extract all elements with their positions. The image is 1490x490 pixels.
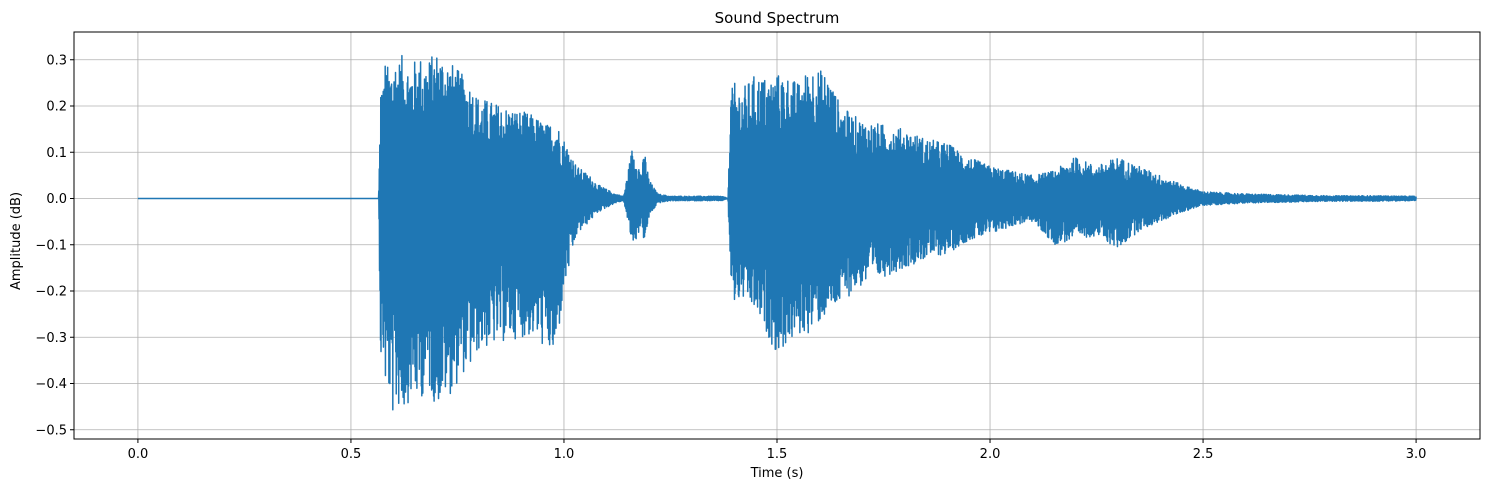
y-tick-label: −0.4: [35, 377, 67, 392]
y-tick-label: −0.5: [35, 423, 67, 438]
x-tick-label: 3.0: [1406, 447, 1427, 462]
x-tick-label: 0.5: [341, 447, 362, 462]
y-tick-label: 0.0: [46, 192, 67, 207]
y-axis-label: Amplitude (dB): [9, 192, 24, 290]
y-tick-label: 0.1: [46, 146, 67, 161]
x-tick-label: 2.0: [980, 447, 1001, 462]
x-tick-label: 2.5: [1193, 447, 1214, 462]
x-tick-label: 1.0: [554, 447, 575, 462]
x-axis-label: Time (s): [750, 466, 804, 481]
ticks: 0.0 0.5 1.0 1.5 2.0 2.5 3.0 0.3 0.2 0.1 0.0 −0.1 −0.…: [35, 53, 1426, 462]
x-tick-label: 0.0: [128, 447, 149, 462]
waveform-line: [137, 54, 1417, 411]
plot-area: [137, 54, 1417, 411]
y-tick-label: −0.2: [35, 285, 67, 300]
y-tick-label: 0.3: [46, 53, 67, 68]
y-tick-label: −0.3: [35, 331, 67, 346]
y-tick-label: −0.1: [35, 238, 67, 253]
y-tick-label: 0.2: [46, 100, 67, 115]
x-tick-label: 1.5: [767, 447, 788, 462]
chart-title: Sound Spectrum: [715, 9, 840, 27]
